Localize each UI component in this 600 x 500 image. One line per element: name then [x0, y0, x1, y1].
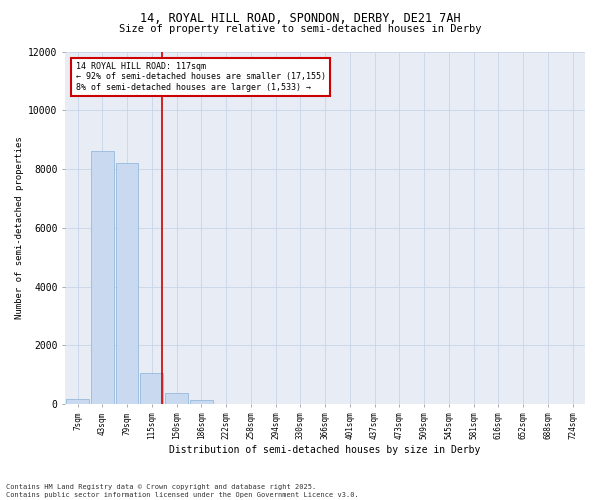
Text: Contains HM Land Registry data © Crown copyright and database right 2025.
Contai: Contains HM Land Registry data © Crown c… [6, 484, 359, 498]
Bar [91, 152, 113, 404]
Bar [66, 399, 89, 404]
Text: 14, ROYAL HILL ROAD, SPONDON, DERBY, DE21 7AH: 14, ROYAL HILL ROAD, SPONDON, DERBY, DE2… [140, 12, 460, 26]
Bar [140, 373, 163, 404]
Bar [165, 393, 188, 404]
Y-axis label: Number of semi-detached properties: Number of semi-detached properties [15, 136, 24, 319]
Bar [116, 163, 139, 404]
Text: 14 ROYAL HILL ROAD: 117sqm
← 92% of semi-detached houses are smaller (17,155)
8%: 14 ROYAL HILL ROAD: 117sqm ← 92% of semi… [76, 62, 326, 92]
X-axis label: Distribution of semi-detached houses by size in Derby: Distribution of semi-detached houses by … [169, 445, 481, 455]
Text: Size of property relative to semi-detached houses in Derby: Size of property relative to semi-detach… [119, 24, 481, 34]
Bar [190, 400, 213, 404]
